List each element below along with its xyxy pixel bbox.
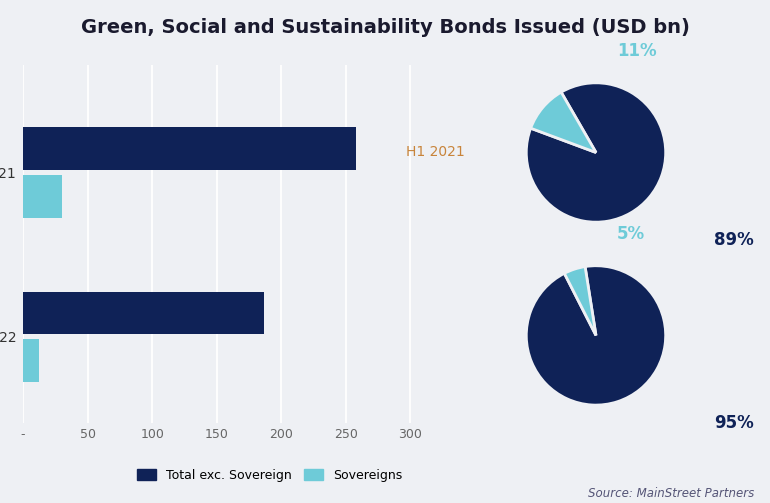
Text: Source: MainStreet Partners: Source: MainStreet Partners <box>588 487 755 500</box>
Text: H1 2021: H1 2021 <box>407 145 465 159</box>
Bar <box>23 340 38 382</box>
Bar <box>23 175 62 218</box>
Bar <box>23 292 264 334</box>
Legend: Total exc. Sovereign, Sovereigns: Total exc. Sovereign, Sovereigns <box>132 464 407 487</box>
Wedge shape <box>527 266 665 405</box>
Text: 95%: 95% <box>715 413 754 432</box>
Text: 89%: 89% <box>715 230 754 248</box>
Wedge shape <box>531 92 596 152</box>
Wedge shape <box>564 267 596 336</box>
Text: H1 2022: H1 2022 <box>0 502 1 503</box>
Text: Green, Social and Sustainability Bonds Issued (USD bn): Green, Social and Sustainability Bonds I… <box>81 18 689 37</box>
Text: 5%: 5% <box>617 225 645 243</box>
Bar <box>23 127 356 170</box>
Wedge shape <box>527 83 665 222</box>
Text: 11%: 11% <box>617 42 657 60</box>
